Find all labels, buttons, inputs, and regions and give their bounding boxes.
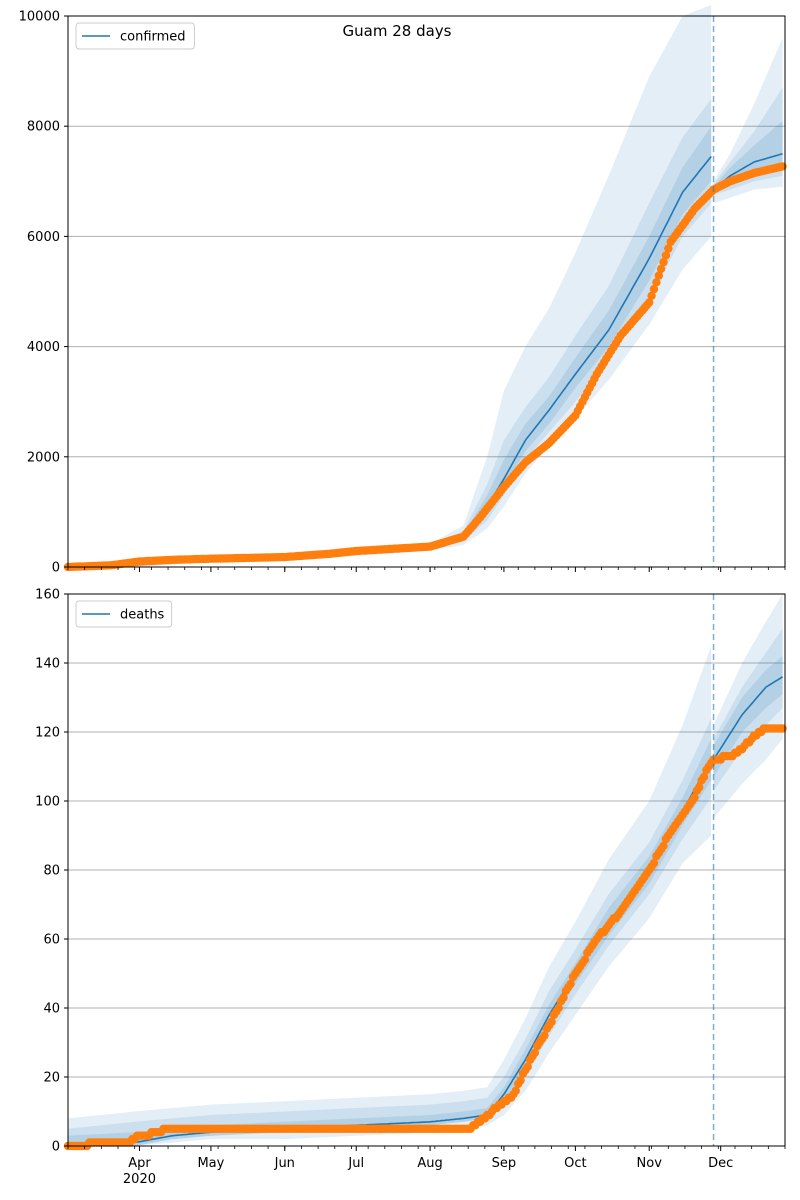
observed-point	[649, 284, 659, 294]
observed-point	[516, 1076, 525, 1085]
x-tick-label: May	[197, 1156, 224, 1171]
observed-point	[699, 772, 709, 782]
uncertainty-band	[713, 594, 783, 819]
y-tick-label: 8000	[27, 120, 60, 135]
observed-point	[659, 841, 668, 851]
uncertainty-band	[713, 656, 783, 777]
observed-point	[547, 1017, 556, 1026]
y-tick-label: 160	[35, 588, 60, 603]
x-tick-label: Apr	[128, 1156, 151, 1171]
legend-label: deaths	[120, 608, 165, 623]
legend-box	[75, 600, 173, 628]
x-tick-label: Sep	[492, 1156, 517, 1171]
observed-point	[652, 278, 661, 287]
y-tick-label: 0	[52, 561, 60, 576]
uncertainty-band	[68, 718, 712, 1146]
y-tick-label: 6000	[27, 230, 60, 245]
observed-point	[647, 291, 656, 300]
observed-point	[695, 783, 704, 792]
y-tick-label: 100	[35, 795, 60, 810]
y-tick-label: 80	[43, 864, 60, 879]
uncertainty-band	[68, 5, 712, 567]
observed-point	[664, 244, 673, 253]
observed-point	[559, 993, 568, 1002]
observed-point	[530, 1048, 540, 1058]
observed-point	[554, 1003, 563, 1013]
y-tick-label: 60	[43, 933, 60, 948]
observed-point	[778, 724, 787, 733]
y-tick-label: 140	[35, 657, 60, 672]
uncertainty-band	[713, 628, 783, 791]
x-tick-label: Jun	[274, 1156, 295, 1171]
x-tick-label: Oct	[564, 1156, 586, 1171]
observed-point	[566, 979, 575, 989]
observed-point	[690, 793, 699, 802]
observed-point	[523, 1062, 532, 1071]
legend-label: confirmed	[120, 30, 186, 45]
observed-point	[661, 251, 671, 260]
panel-confirmed: 0 2000 4000 6000 8000 10000 confirmed	[19, 5, 787, 576]
y-tick-label: 40	[43, 1002, 60, 1017]
observed-point	[778, 162, 787, 171]
x-tick-label: Aug	[417, 1156, 442, 1171]
uncertainty-band	[713, 38, 783, 204]
y-tick-label: 20	[43, 1071, 60, 1086]
observed-point	[511, 1086, 520, 1096]
axes-frame	[67, 15, 786, 568]
panel-deaths: 0 20 40 60 80 100 120 140 160 Apr May Jun Jul Aug Sep O…	[35, 588, 787, 1187]
observed-point	[659, 257, 668, 267]
x-tick-label: Dec	[708, 1156, 733, 1171]
observed-point	[645, 298, 654, 307]
observed-point	[580, 955, 590, 964]
observed-point	[654, 271, 663, 280]
x-tick-label: Nov	[637, 1156, 663, 1171]
x-tick-label: Jul	[347, 1156, 364, 1171]
observed-point	[649, 858, 659, 868]
y-tick-label: 2000	[27, 450, 60, 465]
observed-point	[656, 264, 666, 273]
y-tick-label: 4000	[27, 340, 60, 355]
median-line	[712, 676, 784, 761]
y-tick-label: 0	[52, 1140, 60, 1155]
legend-box	[75, 22, 195, 50]
uncertainty-band	[713, 120, 783, 193]
y-tick-label: 120	[35, 726, 60, 741]
chart-title: Guam 28 days	[343, 22, 452, 40]
y-tick-label: 10000	[19, 10, 60, 25]
x-year-label: 2020	[123, 1172, 156, 1187]
uncertainty-band	[68, 98, 712, 567]
observed-point	[540, 1031, 549, 1040]
